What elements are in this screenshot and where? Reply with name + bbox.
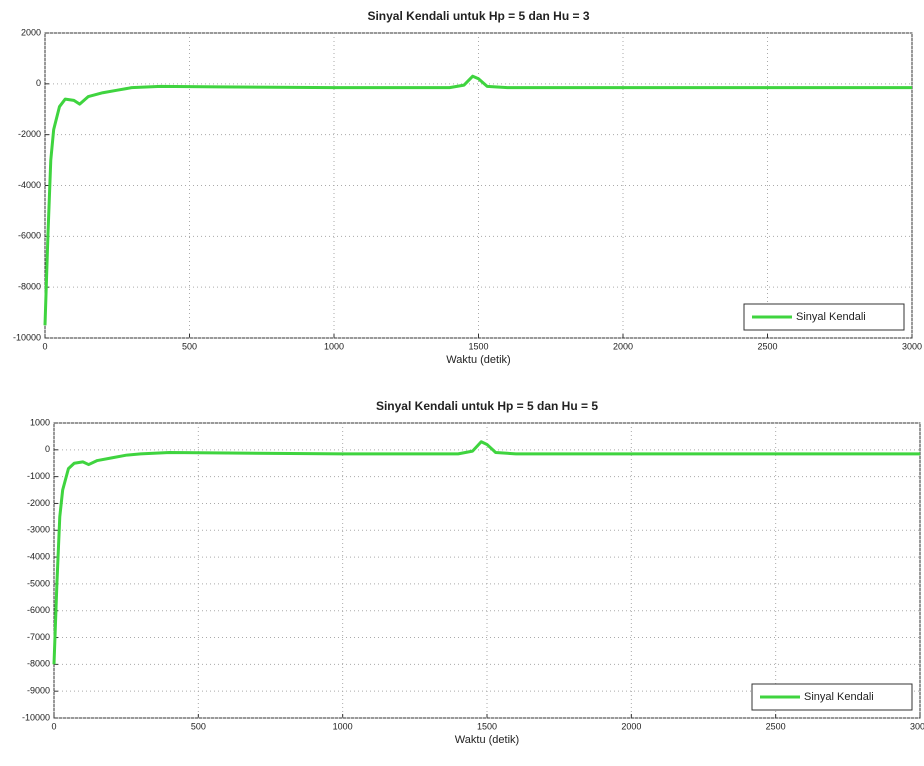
y-tick-label: 1000 [30, 417, 50, 427]
y-tick-label: -3000 [27, 525, 50, 535]
y-tick-label: -7000 [27, 632, 50, 642]
x-tick-label: 2000 [613, 341, 633, 351]
y-tick-label: -9000 [27, 686, 50, 696]
y-tick-label: -6000 [18, 231, 41, 241]
legend-label: Sinyal Kendali [804, 691, 874, 703]
y-tick-label: -8000 [18, 282, 41, 292]
x-axis-label: Waktu (detik) [455, 734, 519, 746]
x-tick-label: 1000 [333, 721, 353, 731]
y-tick-label: -6000 [27, 605, 50, 615]
y-tick-label: -4000 [18, 180, 41, 190]
chart-title: Sinyal Kendali untuk Hp = 5 dan Hu = 5 [376, 399, 598, 413]
y-tick-label: -10000 [13, 332, 41, 342]
x-axis-label: Waktu (detik) [446, 354, 510, 366]
x-tick-label: 0 [51, 721, 56, 731]
x-tick-label: 2000 [621, 721, 641, 731]
y-tick-label: -2000 [27, 498, 50, 508]
chart-title: Sinyal Kendali untuk Hp = 5 dan Hu = 3 [367, 9, 589, 23]
x-tick-label: 1000 [324, 341, 344, 351]
x-tick-label: 3000 [910, 721, 924, 731]
y-tick-label: -4000 [27, 551, 50, 561]
x-tick-label: 2500 [766, 721, 786, 731]
x-tick-label: 0 [42, 341, 47, 351]
y-tick-label: -10000 [22, 712, 50, 722]
x-tick-label: 3000 [902, 341, 922, 351]
y-tick-label: -5000 [27, 578, 50, 588]
y-tick-label: 0 [36, 78, 41, 88]
x-tick-label: 2500 [757, 341, 777, 351]
y-tick-label: -1000 [27, 471, 50, 481]
page: 050010001500200025003000-10000-8000-6000… [0, 0, 924, 766]
y-tick-label: 0 [45, 444, 50, 454]
x-tick-label: 500 [191, 721, 206, 731]
legend-label: Sinyal Kendali [796, 311, 866, 323]
y-tick-label: 2000 [21, 27, 41, 37]
chart: 050010001500200025003000-10000-8000-6000… [0, 0, 924, 761]
x-tick-label: 500 [182, 341, 197, 351]
y-tick-label: -8000 [27, 659, 50, 669]
y-tick-label: -2000 [18, 129, 41, 139]
x-tick-label: 1500 [477, 721, 497, 731]
x-tick-label: 1500 [468, 341, 488, 351]
